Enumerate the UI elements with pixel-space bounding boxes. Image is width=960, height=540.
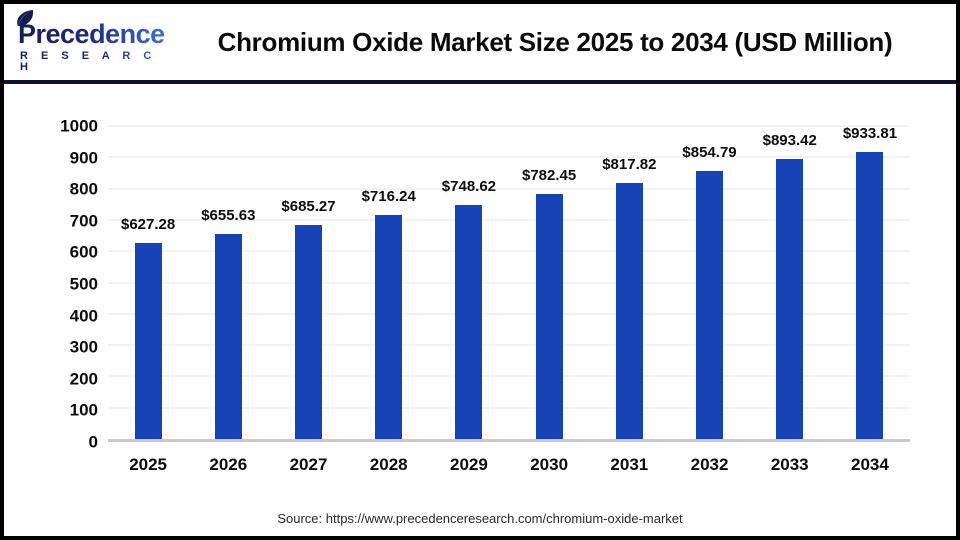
y-tick-label: 400 — [69, 306, 98, 326]
gridline — [108, 375, 910, 378]
bar-value-label: $817.82 — [602, 156, 657, 174]
bar-column: $854.79 2032 — [669, 126, 749, 473]
chart-area: 0 100 200 300 400 500 600 700 800 900 1000 $627.28… — [4, 118, 956, 473]
bar-value-label: $716.24 — [361, 187, 416, 205]
bar-value-label: $782.45 — [522, 167, 577, 185]
x-tick-label: 2030 — [530, 455, 569, 474]
logo-subtitle: R E S E A R C H — [18, 51, 170, 73]
logo-wordmark: Precedence — [18, 21, 170, 48]
bar-column: $685.27 2027 — [268, 126, 348, 473]
gridline — [108, 250, 910, 253]
bar-column: $782.45 2030 — [509, 126, 589, 473]
page-title: Chromium Oxide Market Size 2025 to 2034 … — [217, 26, 893, 57]
bar-column: $655.63 2026 — [188, 126, 268, 473]
x-tick-label: 2032 — [690, 455, 729, 474]
y-tick-label: 900 — [69, 148, 98, 168]
y-tick-label: 200 — [69, 369, 98, 389]
y-tick-label: 800 — [69, 179, 98, 199]
bar-value-label: $685.27 — [281, 197, 336, 215]
bar — [134, 242, 162, 439]
gridline — [108, 218, 910, 221]
gridline — [108, 281, 910, 284]
header-divider — [4, 80, 956, 84]
bar-value-label: $854.79 — [682, 144, 737, 162]
gridline — [108, 156, 910, 159]
x-tick-label: 2034 — [851, 455, 889, 474]
y-tick-label: 700 — [69, 211, 98, 231]
bar-value-label: $655.63 — [201, 206, 256, 224]
bar — [856, 152, 884, 439]
gridline — [108, 312, 910, 315]
bar-column: $933.81 2034 — [830, 125, 910, 473]
gridline — [108, 125, 910, 127]
bar-value-label: $893.42 — [762, 132, 817, 150]
x-tick-label: 2029 — [450, 455, 488, 474]
bar-column: $748.62 2029 — [429, 126, 509, 473]
bar-column: $817.82 2031 — [589, 126, 669, 473]
plot: $627.28 2025 $655.63 2026 $685.27 2027 $716.24… — [108, 125, 910, 473]
bar — [615, 183, 643, 439]
precedence-research-logo: Precedence R E S E A R C H — [17, 9, 170, 73]
y-axis: 0 100 200 300 400 500 600 700 800 900 1000 — [4, 118, 108, 451]
bar — [295, 224, 322, 439]
bar-value-label: $933.81 — [842, 125, 898, 142]
x-tick-label: 2027 — [289, 455, 328, 474]
bar — [696, 171, 724, 439]
bar — [375, 214, 403, 439]
y-tick-label: 1000 — [60, 116, 98, 136]
header: Precedence R E S E A R C H Chromium Oxid… — [4, 4, 956, 80]
source-text: Source: https://www.precedenceresearch.c… — [277, 511, 683, 526]
y-tick-label: 600 — [69, 242, 98, 262]
gridline — [108, 406, 910, 409]
bar — [776, 159, 804, 439]
x-tick-label: 2025 — [129, 455, 168, 474]
y-tick-label: 0 — [88, 432, 98, 452]
y-tick-label: 300 — [69, 337, 98, 357]
bar — [535, 194, 563, 439]
x-tick-label: 2028 — [369, 455, 408, 474]
bar-value-label: $748.62 — [441, 177, 497, 195]
bar-column: $627.28 2025 — [108, 126, 188, 473]
bar — [455, 204, 483, 439]
x-tick-label: 2031 — [610, 455, 649, 474]
x-tick-label: 2033 — [770, 455, 809, 474]
y-tick-label: 500 — [69, 274, 98, 294]
bar-value-label: $627.28 — [120, 215, 176, 233]
bars: $627.28 2025 $655.63 2026 $685.27 2027 $716.24… — [108, 125, 910, 473]
bar-column: $893.42 2033 — [750, 126, 830, 473]
gridline — [108, 344, 910, 347]
bar-column: $716.24 2028 — [349, 126, 429, 473]
x-tick-label: 2026 — [209, 455, 248, 474]
gridline — [108, 187, 910, 190]
bar — [214, 233, 242, 439]
y-tick-label: 100 — [69, 400, 98, 420]
leaf-icon — [17, 9, 33, 26]
